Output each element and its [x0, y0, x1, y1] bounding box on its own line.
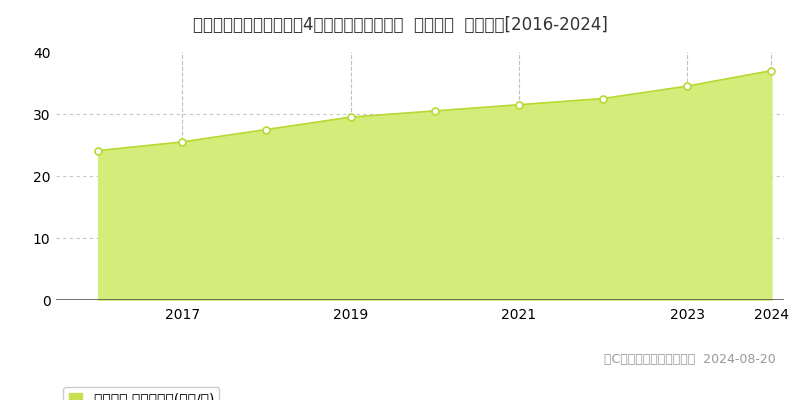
Legend: 地価公示 平均坪単価(万円/坪): 地価公示 平均坪単価(万円/坪): [63, 387, 219, 400]
Text: 宮城県仙台市泉区南光台4丁目８６番２５５外  地価公示  地価推移[2016-2024]: 宮城県仙台市泉区南光台4丁目８６番２５５外 地価公示 地価推移[2016-202…: [193, 16, 607, 34]
Text: （C）土地価格ドットコム  2024-08-20: （C）土地価格ドットコム 2024-08-20: [604, 353, 776, 366]
